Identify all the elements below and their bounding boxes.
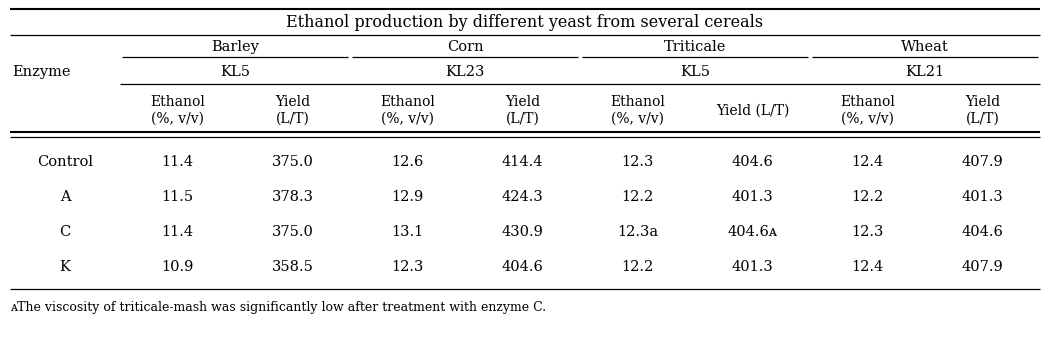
Text: (L/T): (L/T) <box>965 112 999 126</box>
Text: 375.0: 375.0 <box>272 155 313 169</box>
Text: 12.2: 12.2 <box>622 190 653 204</box>
Text: 404.6: 404.6 <box>502 260 544 274</box>
Text: Yield: Yield <box>505 95 540 109</box>
Text: 11.5: 11.5 <box>161 190 194 204</box>
Text: 404.6: 404.6 <box>961 225 1003 239</box>
Text: 401.3: 401.3 <box>731 190 774 204</box>
Text: 10.9: 10.9 <box>161 260 194 274</box>
Text: 13.1: 13.1 <box>391 225 424 239</box>
Text: Triticale: Triticale <box>664 40 726 54</box>
Text: Yield: Yield <box>275 95 310 109</box>
Text: K: K <box>59 260 71 274</box>
Text: 12.6: 12.6 <box>391 155 424 169</box>
Text: Control: Control <box>37 155 93 169</box>
Text: ᴀThe viscosity of triticale-mash was significantly low after treatment with enzy: ᴀThe viscosity of triticale-mash was sig… <box>9 301 546 313</box>
Text: A: A <box>60 190 71 204</box>
Text: 401.3: 401.3 <box>961 190 1003 204</box>
Text: 378.3: 378.3 <box>272 190 313 204</box>
Text: Yield (L/T): Yield (L/T) <box>716 104 789 117</box>
Text: Barley: Barley <box>211 40 259 54</box>
Text: Yield: Yield <box>965 95 1000 109</box>
Text: KL23: KL23 <box>445 65 485 79</box>
Text: (%, v/v): (%, v/v) <box>841 112 894 126</box>
Text: 407.9: 407.9 <box>961 155 1003 169</box>
Text: 12.3: 12.3 <box>852 225 883 239</box>
Text: Ethanol: Ethanol <box>840 95 895 109</box>
Text: 404.6: 404.6 <box>731 155 774 169</box>
Text: 12.3: 12.3 <box>391 260 424 274</box>
Text: (%, v/v): (%, v/v) <box>151 112 204 126</box>
Text: Ethanol: Ethanol <box>610 95 665 109</box>
Text: 11.4: 11.4 <box>161 155 194 169</box>
Text: 12.4: 12.4 <box>852 260 883 274</box>
Text: 407.9: 407.9 <box>961 260 1003 274</box>
Text: Ethanol: Ethanol <box>150 95 204 109</box>
Text: 11.4: 11.4 <box>161 225 194 239</box>
Text: (%, v/v): (%, v/v) <box>611 112 664 126</box>
Text: (%, v/v): (%, v/v) <box>380 112 434 126</box>
Text: 12.3: 12.3 <box>621 155 653 169</box>
Text: 375.0: 375.0 <box>272 225 313 239</box>
Text: (L/T): (L/T) <box>275 112 310 126</box>
Text: 12.2: 12.2 <box>852 190 883 204</box>
Text: Enzyme: Enzyme <box>12 65 71 79</box>
Text: 358.5: 358.5 <box>272 260 313 274</box>
Text: (L/T): (L/T) <box>506 112 540 126</box>
Text: 12.3a: 12.3a <box>617 225 658 239</box>
Text: 414.4: 414.4 <box>502 155 543 169</box>
Text: 401.3: 401.3 <box>731 260 774 274</box>
Text: Wheat: Wheat <box>901 40 949 54</box>
Text: KL5: KL5 <box>680 65 710 79</box>
Text: Ethanol production by different yeast from several cereals: Ethanol production by different yeast fr… <box>287 14 763 30</box>
Text: 12.9: 12.9 <box>391 190 424 204</box>
Text: 404.6ᴀ: 404.6ᴀ <box>727 225 778 239</box>
Text: 12.2: 12.2 <box>622 260 653 274</box>
Text: Corn: Corn <box>447 40 484 54</box>
Text: Ethanol: Ethanol <box>380 95 435 109</box>
Text: C: C <box>59 225 71 239</box>
Text: KL5: KL5 <box>220 65 250 79</box>
Text: 430.9: 430.9 <box>502 225 544 239</box>
Text: 12.4: 12.4 <box>852 155 883 169</box>
Text: KL21: KL21 <box>905 65 944 79</box>
Text: 424.3: 424.3 <box>502 190 544 204</box>
